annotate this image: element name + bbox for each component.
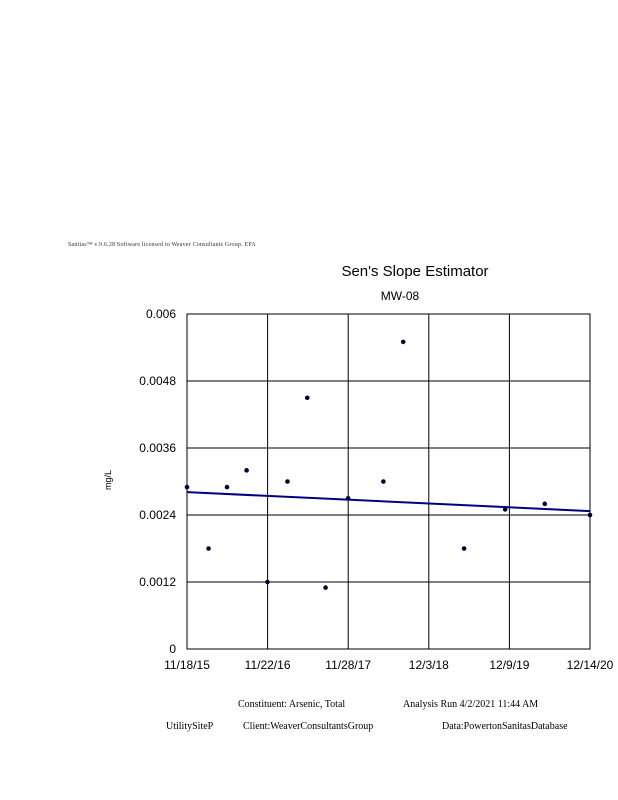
data-point (461, 546, 467, 551)
data-point (184, 484, 190, 490)
x-tick-label: 12/14/20 (567, 658, 614, 672)
data-point (400, 339, 406, 345)
license-text: Sanitas™ v.9.6.28 Software licensed to W… (68, 242, 256, 248)
x-tick-label: 12/9/19 (489, 658, 529, 672)
footer-constituent: Constituent: Arsenic, Total (238, 699, 346, 710)
chart-title: Sen's Slope Estimator (341, 263, 489, 280)
data-point (304, 395, 310, 401)
x-tick-label: 11/18/15 (164, 658, 210, 672)
y-tick-label: 0.0036 (139, 441, 176, 455)
y-tick-label: 0 (169, 642, 176, 656)
footer-site: UtilitySiteP (166, 721, 214, 732)
y-tick-label: 0.006 (146, 307, 176, 321)
x-tick-label: 12/3/18 (409, 658, 449, 672)
x-tick-label: 11/28/17 (325, 658, 371, 672)
data-point (381, 479, 386, 484)
data-point (285, 479, 290, 484)
data-point (587, 512, 593, 518)
footer-data: Data:PowertonSanitasDatabase (442, 721, 568, 732)
data-point (206, 546, 211, 551)
y-tick-label: 0.0048 (139, 374, 176, 388)
data-point (265, 579, 270, 585)
chart-subtitle: MW-08 (380, 289, 420, 303)
footer-client: Client:WeaverConsultantsGroup (243, 721, 374, 732)
x-tick-label: 11/22/16 (245, 658, 291, 672)
data-point (502, 507, 508, 512)
data-point (542, 501, 548, 507)
trend-line (186, 491, 591, 513)
y-tick-label: 0.0012 (139, 575, 176, 589)
plot-frame (186, 313, 591, 650)
y-tick-label: 0.0024 (139, 508, 176, 522)
data-point (323, 585, 328, 590)
footer-analysis-run: Analysis Run 4/2/2021 11:44 AM (403, 699, 539, 710)
data-point (345, 495, 351, 501)
data-point (244, 468, 249, 473)
data-point (224, 484, 230, 490)
